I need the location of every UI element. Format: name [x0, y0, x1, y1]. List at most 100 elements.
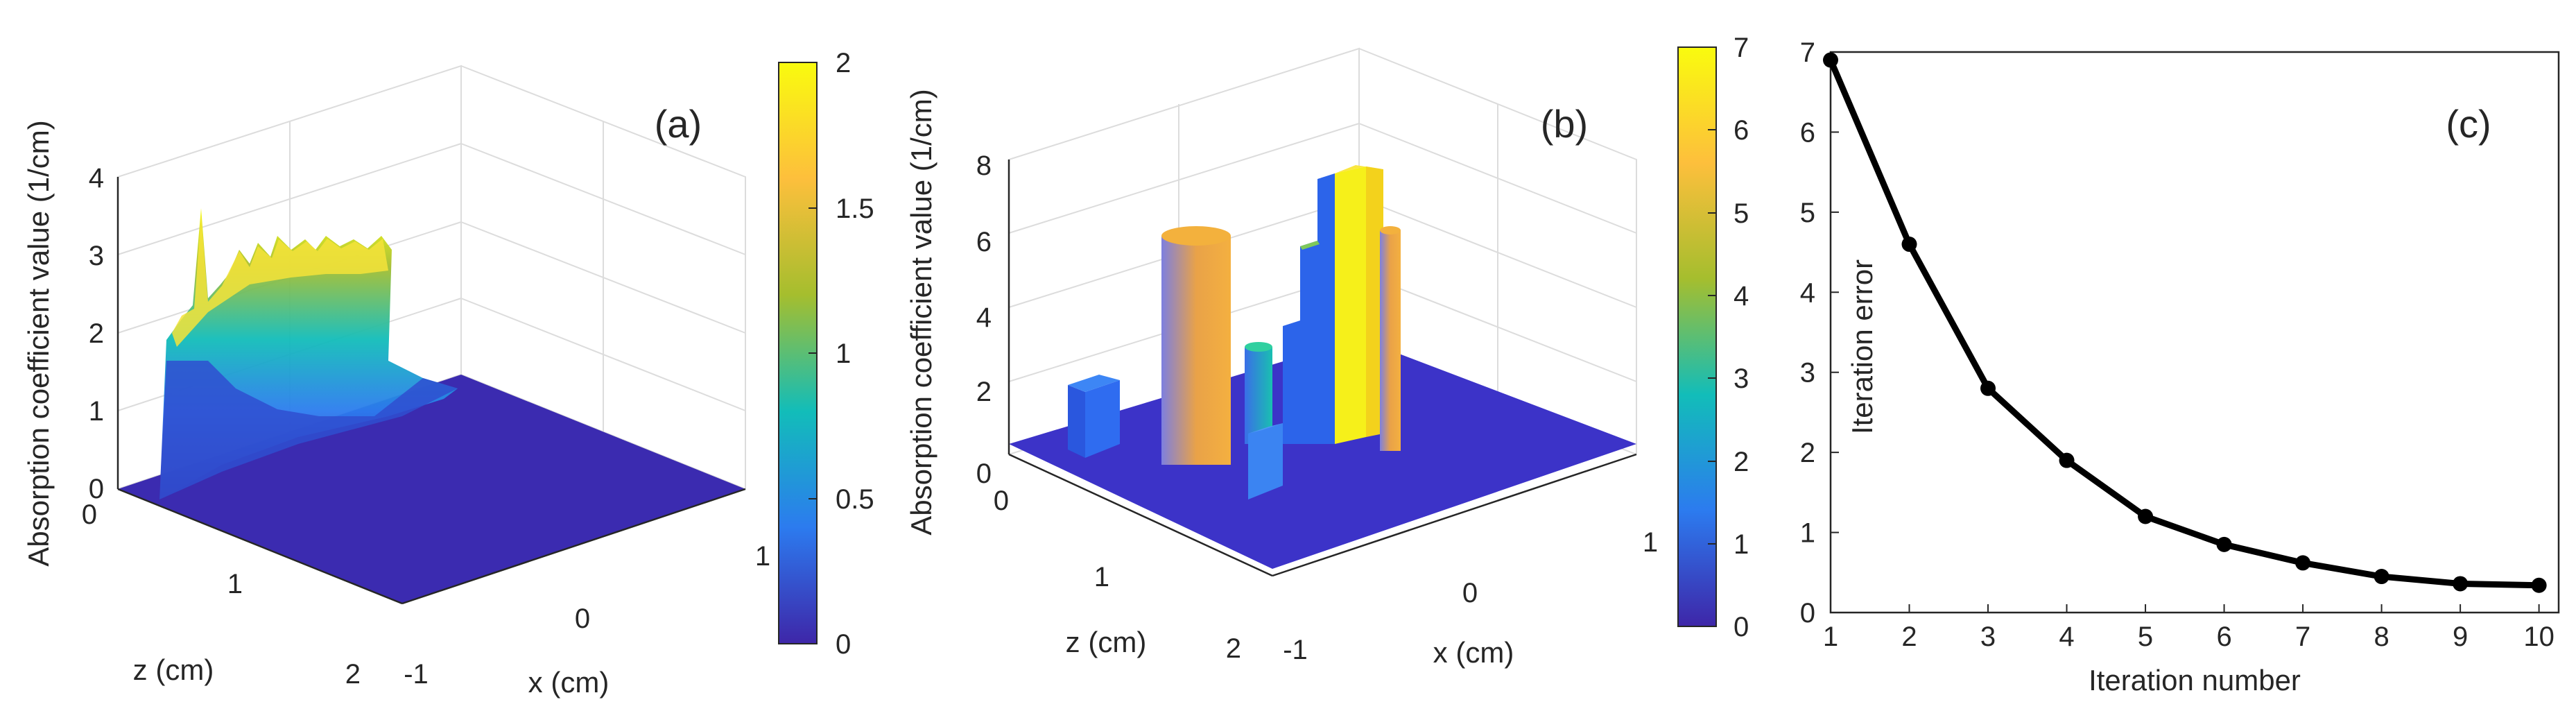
b-cbar-tick: 6	[1734, 115, 1749, 146]
a-xtick: -1	[404, 659, 429, 690]
b-block-front	[1248, 423, 1283, 499]
a-cbar-tick: 2	[836, 48, 851, 78]
a-floor-surface	[118, 375, 745, 604]
a-ztick: 4	[89, 163, 104, 194]
c-data-point	[2374, 569, 2389, 585]
b-cbar-tick: 2	[1734, 447, 1749, 477]
b-xtick: 0	[1462, 578, 1478, 608]
b-block-yellow-front	[1335, 166, 1366, 444]
b-stair-green-edge	[1300, 241, 1320, 250]
a-ylabel: z (cm)	[133, 653, 214, 686]
b-ztick: 2	[976, 377, 992, 407]
a-panel-label: (a)	[655, 102, 702, 146]
c-ytick-label: 2	[1800, 438, 1815, 468]
b-xlabel: x (cm)	[1433, 636, 1514, 669]
a-cbar-tick: 0	[836, 629, 851, 660]
a-colorbar-ticks	[809, 62, 817, 644]
b-colorbar-ticks	[1708, 46, 1716, 627]
b-grid	[1008, 123, 1360, 234]
b-ztick: 0	[976, 459, 992, 489]
c-xtick-label: 5	[2138, 622, 2153, 652]
a-ridge-highlight	[172, 215, 388, 347]
c-data-point	[1901, 237, 1917, 253]
b-block-front-top	[1248, 423, 1283, 434]
b-cbar-tick: 5	[1734, 198, 1749, 229]
b-cbar-tick: 1	[1734, 529, 1749, 560]
a-front-right-edge	[401, 488, 746, 605]
b-cbar-tick: 0	[1734, 612, 1749, 642]
a-ztick: 2	[89, 318, 104, 349]
b-panel-label: (b)	[1541, 102, 1588, 146]
c-ytick-label: 0	[1800, 598, 1815, 628]
a-xlabel: x (cm)	[528, 666, 610, 699]
a-xtick: 0	[575, 604, 590, 634]
a-cbar-tick: 1	[836, 339, 851, 369]
c-xtick-label: 1	[1823, 622, 1838, 652]
panel-b: 0 2 4 6 8 0 1 2 -1 0 1 z (cm) x (cm) Abs…	[905, 33, 1749, 669]
b-cbar-tick: 4	[1734, 281, 1749, 311]
b-ytick: 1	[1094, 562, 1109, 592]
b-ylabel: z (cm)	[1066, 626, 1147, 658]
c-ytick-label: 3	[1800, 358, 1815, 388]
b-block-left-top	[1068, 375, 1120, 392]
c-plot-frame	[1829, 51, 2560, 614]
c-xtick-label: 9	[2453, 622, 2468, 652]
b-block-left-side	[1068, 385, 1085, 458]
c-ytick-label: 1	[1800, 518, 1815, 549]
c-xtick-label: 4	[2059, 622, 2074, 652]
c-yticks: 0 1 2 3 4 5 6 7	[1800, 37, 1839, 628]
b-ztick: 8	[976, 151, 992, 181]
c-ytick-label: 5	[1800, 198, 1815, 228]
b-cylinder-large-top	[1161, 226, 1231, 246]
b-front-right-edge	[1272, 453, 1637, 577]
a-ytick: 1	[227, 569, 243, 599]
b-cylinder-thin-top	[1380, 226, 1401, 234]
b-cylinder-teal-top	[1245, 342, 1272, 352]
b-xtick: 1	[1643, 527, 1658, 558]
c-data-point	[1823, 52, 1838, 68]
c-data-point	[1980, 380, 1996, 396]
b-cbar-tick: 7	[1734, 33, 1749, 63]
b-xtick: -1	[1283, 635, 1308, 665]
a-ztick: 3	[89, 241, 104, 271]
b-side-wall	[1358, 48, 1637, 454]
c-data-point	[2216, 536, 2232, 552]
a-cbar-tick: 1.5	[836, 194, 874, 224]
c-xlabel: Iteration number	[2089, 664, 2301, 696]
b-block-yellow-side	[1366, 166, 1383, 437]
b-ytick: 0	[994, 486, 1009, 516]
b-cylinder-thin	[1380, 230, 1401, 451]
a-ztick: 0	[89, 474, 104, 504]
b-floor-surface	[1009, 339, 1636, 569]
a-side-wall	[460, 65, 746, 489]
c-ytick-label: 7	[1800, 37, 1815, 68]
c-series-line	[1827, 58, 2539, 589]
b-colorbar	[1677, 46, 1717, 627]
c-xtick-label: 8	[2374, 622, 2389, 652]
a-xtick: 1	[755, 541, 770, 572]
a-ytick: 2	[345, 659, 361, 690]
c-data-point	[2531, 577, 2547, 593]
a-front-left-edge	[117, 488, 403, 605]
b-block-left-front	[1085, 380, 1120, 458]
b-stair-blue	[1283, 173, 1335, 444]
c-ylabel: Iteration error	[1846, 259, 1878, 434]
b-front-left-edge	[1008, 453, 1273, 577]
b-zlabel: Absorption coefficient value (1/cm)	[905, 89, 937, 536]
b-ytick: 2	[1226, 633, 1241, 664]
c-xticks: 1 2 3 4 5 6 7 8 9 10	[1823, 604, 2555, 652]
c-data-point	[2295, 555, 2311, 571]
a-cbar-tick: 0.5	[836, 484, 874, 515]
c-xtick-label: 2	[1901, 622, 1917, 652]
a-ridge-front	[159, 361, 458, 499]
c-panel-label: (c)	[2446, 102, 2491, 146]
c-data-point	[2138, 508, 2154, 524]
a-zlabel: Absorption coefficient value (1/cm)	[22, 120, 55, 567]
b-cbar-tick: 3	[1734, 364, 1749, 394]
c-points	[1823, 52, 2547, 593]
c-xtick-label: 3	[1980, 622, 1996, 652]
b-cylinder-large	[1161, 236, 1231, 465]
c-xtick-label: 7	[2295, 622, 2310, 652]
c-data-point	[2059, 452, 2075, 468]
